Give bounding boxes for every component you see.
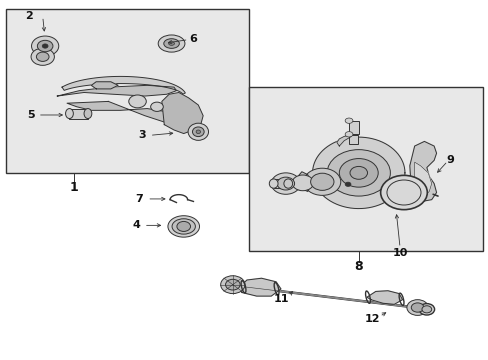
Bar bbox=[348, 135, 357, 144]
Circle shape bbox=[42, 44, 48, 48]
Circle shape bbox=[349, 166, 367, 179]
Circle shape bbox=[310, 173, 333, 190]
Polygon shape bbox=[312, 137, 404, 208]
Polygon shape bbox=[409, 141, 436, 203]
Text: 8: 8 bbox=[354, 260, 363, 273]
Polygon shape bbox=[91, 82, 118, 89]
Circle shape bbox=[345, 182, 350, 186]
Ellipse shape bbox=[345, 118, 352, 123]
Circle shape bbox=[406, 300, 427, 315]
Polygon shape bbox=[67, 102, 174, 123]
Polygon shape bbox=[57, 85, 176, 96]
Ellipse shape bbox=[345, 132, 352, 137]
Polygon shape bbox=[296, 172, 311, 192]
Text: 11: 11 bbox=[273, 294, 288, 303]
Text: 5: 5 bbox=[27, 110, 34, 120]
Text: 2: 2 bbox=[25, 11, 32, 21]
Circle shape bbox=[150, 102, 163, 111]
Ellipse shape bbox=[168, 42, 174, 45]
Circle shape bbox=[339, 158, 377, 187]
Circle shape bbox=[225, 279, 240, 290]
Text: 1: 1 bbox=[70, 181, 79, 194]
Circle shape bbox=[418, 303, 434, 315]
Polygon shape bbox=[336, 135, 351, 146]
Ellipse shape bbox=[167, 216, 199, 237]
Circle shape bbox=[326, 150, 389, 196]
Ellipse shape bbox=[172, 219, 195, 234]
Ellipse shape bbox=[284, 179, 292, 188]
Circle shape bbox=[36, 52, 49, 62]
Circle shape bbox=[177, 221, 190, 231]
Ellipse shape bbox=[65, 109, 73, 118]
Bar bbox=[6, 9, 249, 173]
Ellipse shape bbox=[269, 179, 278, 188]
Text: 3: 3 bbox=[138, 130, 146, 140]
Polygon shape bbox=[366, 291, 402, 304]
Text: 9: 9 bbox=[446, 156, 453, 165]
Ellipse shape bbox=[158, 35, 184, 52]
Text: 6: 6 bbox=[189, 34, 197, 44]
Circle shape bbox=[380, 175, 427, 210]
Polygon shape bbox=[414, 162, 431, 198]
Polygon shape bbox=[162, 93, 203, 134]
Circle shape bbox=[31, 36, 59, 56]
Circle shape bbox=[31, 48, 54, 65]
Text: 12: 12 bbox=[364, 314, 379, 324]
Circle shape bbox=[291, 175, 313, 191]
Circle shape bbox=[271, 173, 300, 194]
Polygon shape bbox=[239, 278, 281, 296]
Polygon shape bbox=[62, 76, 185, 94]
Text: 4: 4 bbox=[132, 220, 140, 230]
Circle shape bbox=[128, 95, 146, 108]
Circle shape bbox=[277, 177, 294, 190]
Circle shape bbox=[421, 306, 431, 313]
Bar bbox=[273, 179, 287, 188]
Ellipse shape bbox=[196, 130, 200, 134]
Ellipse shape bbox=[188, 123, 208, 140]
Text: 7: 7 bbox=[135, 194, 143, 204]
Text: 10: 10 bbox=[391, 248, 407, 258]
Bar bbox=[69, 109, 88, 118]
Circle shape bbox=[37, 40, 53, 52]
Bar bbox=[249, 87, 482, 251]
Circle shape bbox=[220, 276, 244, 294]
Ellipse shape bbox=[163, 39, 179, 48]
Ellipse shape bbox=[192, 127, 203, 136]
Circle shape bbox=[410, 303, 423, 312]
Ellipse shape bbox=[84, 109, 92, 118]
Bar bbox=[348, 121, 358, 134]
Circle shape bbox=[303, 168, 340, 195]
